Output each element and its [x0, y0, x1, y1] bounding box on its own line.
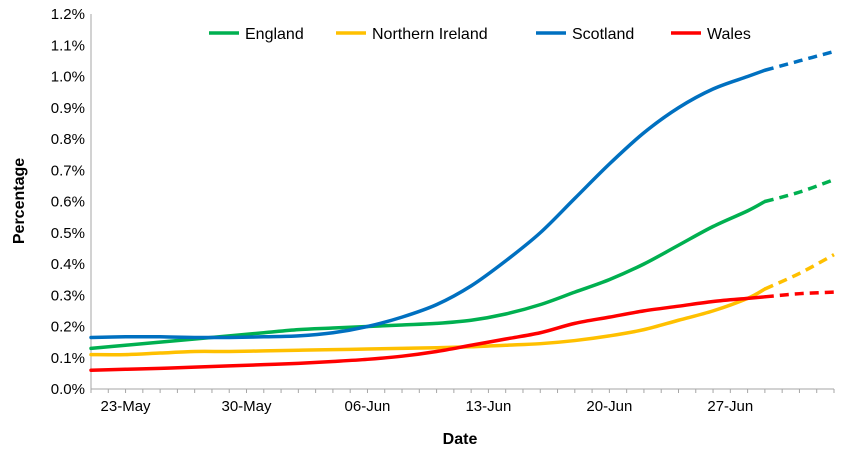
- series-projection-wales: [764, 290, 835, 299]
- legend: England Northern Ireland Scotland Wales: [209, 26, 751, 43]
- y-tick-label: 0.8%: [51, 131, 85, 148]
- x-tick-label: 20-Jun: [586, 398, 632, 415]
- y-tick-label: 0.1%: [51, 350, 85, 367]
- y-tick-label: 0.7%: [51, 162, 85, 179]
- legend-label-wales: Wales: [707, 26, 751, 43]
- y-tick-label: 0.2%: [51, 319, 85, 336]
- x-tick-label: 23-May: [101, 398, 152, 415]
- legend-label-scotland: Scotland: [572, 26, 634, 43]
- y-tick-label: 1.2%: [51, 6, 85, 23]
- x-tick-label: 13-Jun: [465, 398, 511, 415]
- series-projection-scotland: [764, 49, 835, 72]
- series-line-wales: [89, 295, 767, 372]
- legend-label-england: England: [245, 26, 304, 43]
- x-tick-label: 27-Jun: [707, 398, 753, 415]
- series-line-scotland: [89, 68, 767, 340]
- x-axis-title: Date: [443, 431, 478, 448]
- series-line-northern-ireland: [89, 287, 767, 357]
- y-tick-label: 0.9%: [51, 100, 85, 117]
- x-tick-label: 30-May: [221, 398, 272, 415]
- y-tick-label: 0.0%: [51, 381, 85, 398]
- legend-label-northern-ireland: Northern Ireland: [372, 26, 488, 43]
- y-tick-label: 1.0%: [51, 69, 85, 86]
- x-tick-label: 06-Jun: [345, 398, 391, 415]
- y-tick-label: 0.4%: [51, 256, 85, 273]
- y-axis: 0.0% 0.1% 0.2% 0.3% 0.4% 0.5% 0.6% 0.7% 0.8% 0.9%…: [51, 6, 92, 398]
- series-line-england: [89, 199, 767, 351]
- y-tick-label: 1.1%: [51, 37, 85, 54]
- series-lines: [89, 49, 835, 372]
- x-axis: 23-May 30-May 06-Jun 13-Jun 20-Jun 27-Jun: [90, 388, 835, 415]
- y-tick-label: 0.6%: [51, 194, 85, 211]
- y-tick-label: 0.5%: [51, 225, 85, 242]
- y-tick-label: 0.3%: [51, 287, 85, 304]
- series-projection-northern-ireland: [764, 253, 835, 291]
- series-projection-england: [764, 177, 835, 204]
- y-axis-title: Percentage: [11, 158, 28, 244]
